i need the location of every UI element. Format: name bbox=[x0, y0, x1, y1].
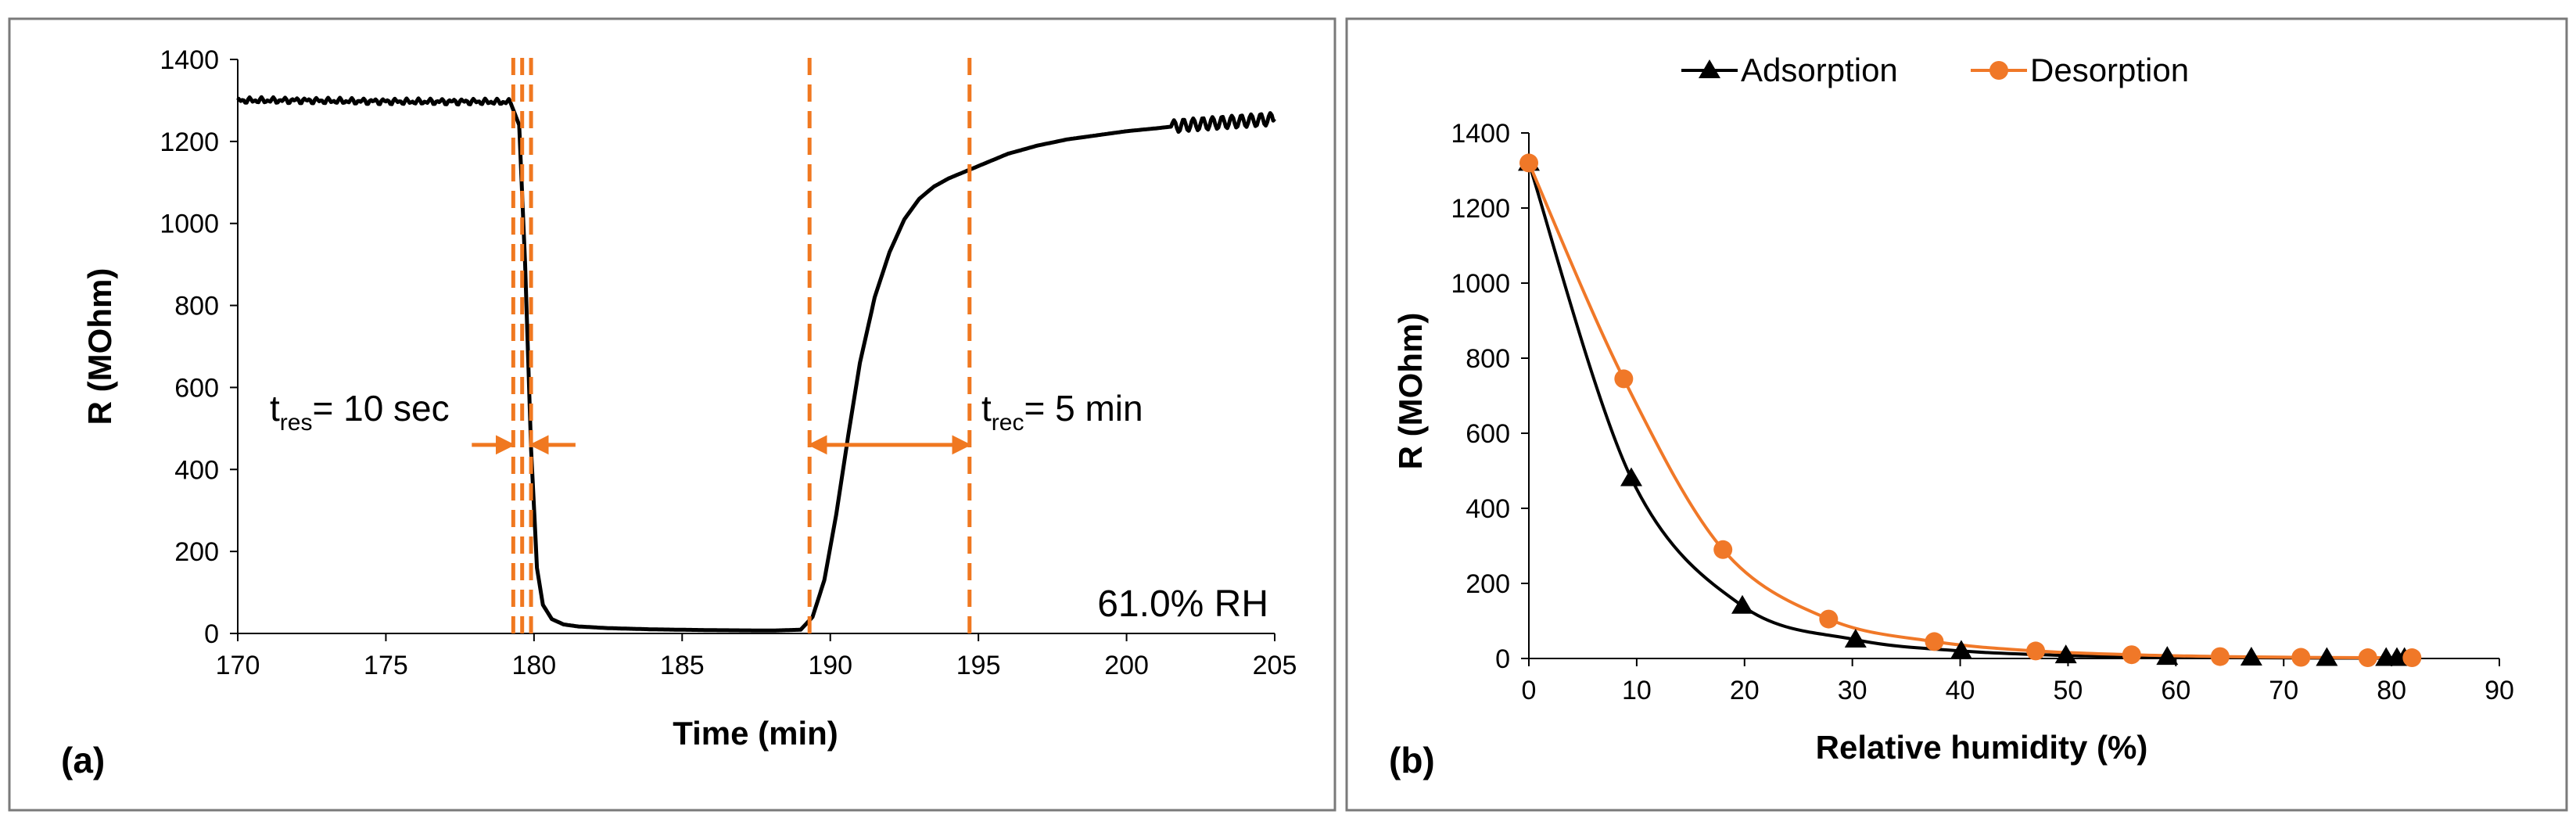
resistance-trace bbox=[236, 95, 1276, 633]
panel-a-x-tick-label: 180 bbox=[511, 651, 556, 680]
trec-rest: = 5 min bbox=[1024, 388, 1143, 429]
panel-b-label: (b) bbox=[1389, 740, 1435, 780]
panel-b-y-tick-label: 800 bbox=[1466, 344, 1510, 374]
panel-a-x-tick-label: 170 bbox=[216, 651, 260, 680]
panel-b-y-tick-label: 600 bbox=[1466, 419, 1510, 449]
desorption-point bbox=[2026, 641, 2046, 661]
tres-rest: = 10 sec bbox=[312, 388, 449, 429]
panel-b-plot: 0 10 20 30 40 50 60 70 80 90 0 200 400 600 800 1000 1200… bbox=[1451, 119, 2514, 705]
panel-a-frame bbox=[8, 17, 1336, 812]
panel-b-x-tick-label: 10 bbox=[1622, 676, 1652, 705]
legend-desorption-marker bbox=[1989, 61, 2008, 80]
panel-a-y-tick-label: 800 bbox=[174, 292, 219, 321]
adsorption-point bbox=[2240, 647, 2262, 666]
adsorption-point bbox=[1620, 467, 1642, 486]
panel-a-y-tick-label: 1200 bbox=[160, 127, 219, 157]
panel-b-x-tick-label: 60 bbox=[2161, 676, 2190, 705]
adsorption-point bbox=[2316, 647, 2338, 666]
desorption-point bbox=[1614, 369, 1634, 389]
desorption-point bbox=[1519, 153, 1538, 173]
desorption-point bbox=[2210, 647, 2230, 666]
desorption-point bbox=[2402, 648, 2422, 668]
panel-a-x-tick-label: 185 bbox=[660, 651, 705, 680]
panel-b-x-tick-label: 0 bbox=[1522, 676, 1537, 705]
panel-a-y-tick-label: 0 bbox=[204, 619, 219, 649]
panel-b-x-tick-label: 90 bbox=[2485, 676, 2514, 705]
legend: Adsorption Desorption bbox=[1681, 52, 2189, 88]
adsorption-point bbox=[1950, 640, 1972, 659]
panel-a-y-tick-label: 600 bbox=[174, 373, 219, 403]
panel-a-y-tick-label: 1000 bbox=[160, 210, 219, 239]
adsorption-point bbox=[2156, 646, 2179, 666]
panel-a-x-tick-label: 190 bbox=[808, 651, 852, 680]
desorption-point bbox=[2291, 648, 2311, 667]
panel-a-x-tick-label: 175 bbox=[364, 651, 408, 680]
panel-b-x-tick-label: 70 bbox=[2269, 676, 2298, 705]
panel-b-x-tick-label: 50 bbox=[2054, 676, 2083, 705]
panel-a-xlabel: Time (min) bbox=[673, 715, 838, 752]
desorption-point bbox=[1713, 540, 1733, 559]
panel-a-y-tick-label: 1400 bbox=[160, 45, 219, 75]
trec-annotation: trec= 5 min bbox=[981, 388, 1143, 436]
adsorption-point bbox=[1731, 594, 1754, 614]
panel-b-y-tick-label: 1200 bbox=[1451, 194, 1510, 224]
panel-a-y-tick-label: 200 bbox=[174, 537, 219, 567]
panel-b-x-tick-label: 80 bbox=[2377, 676, 2406, 705]
desorption-point bbox=[1925, 632, 1944, 651]
trec-sub: rec bbox=[992, 410, 1024, 436]
panel-b-x-tick-label: 40 bbox=[1946, 676, 1975, 705]
panel-a-x-tick-label: 195 bbox=[956, 651, 1001, 680]
panel-b-ylabel: R (MOhm) bbox=[1392, 313, 1429, 470]
panel-b-y-tick-label: 0 bbox=[1495, 644, 1510, 674]
panel-b-x-tick-label: 20 bbox=[1730, 676, 1760, 705]
desorption-point bbox=[2122, 645, 2141, 665]
legend-adsorption-marker bbox=[1699, 59, 1720, 78]
legend-desorption-label: Desorption bbox=[2030, 52, 2189, 88]
trec-base: t bbox=[981, 388, 992, 429]
panel-a-label: (a) bbox=[61, 740, 105, 780]
panel-a-x-tick-label: 205 bbox=[1253, 651, 1297, 680]
panel-b-y-tick-label: 1400 bbox=[1451, 119, 1510, 149]
legend-adsorption-label: Adsorption bbox=[1741, 52, 1898, 88]
panel-b-y-tick-label: 1000 bbox=[1451, 269, 1510, 299]
panel-a-ylabel: R (MOhm) bbox=[81, 268, 118, 425]
tres-base: t bbox=[270, 388, 280, 429]
adsorption-point bbox=[1844, 629, 1867, 648]
panel-a-x-tick-label: 200 bbox=[1104, 651, 1149, 680]
panel-b-y-tick-label: 200 bbox=[1466, 569, 1510, 599]
panel-b-xlabel: Relative humidity (%) bbox=[1816, 729, 2148, 766]
panel-b-y-tick-label: 400 bbox=[1466, 494, 1510, 524]
adsorption-point bbox=[2054, 644, 2077, 664]
tres-annotation: tres= 10 sec bbox=[270, 388, 450, 436]
panel-b-frame bbox=[1345, 17, 2568, 812]
tres-sub: res bbox=[280, 410, 313, 436]
panel-a-plot: 170 175 180 185 190 195 200 205 0 200 400 600 800 100… bbox=[160, 45, 1297, 680]
desorption-point bbox=[2358, 648, 2377, 668]
panel-a-y-tick-label: 400 bbox=[174, 455, 219, 485]
rh-annotation: 61.0% RH bbox=[1097, 583, 1268, 625]
desorption-point bbox=[1819, 609, 1839, 629]
panel-b-x-tick-label: 30 bbox=[1838, 676, 1867, 705]
